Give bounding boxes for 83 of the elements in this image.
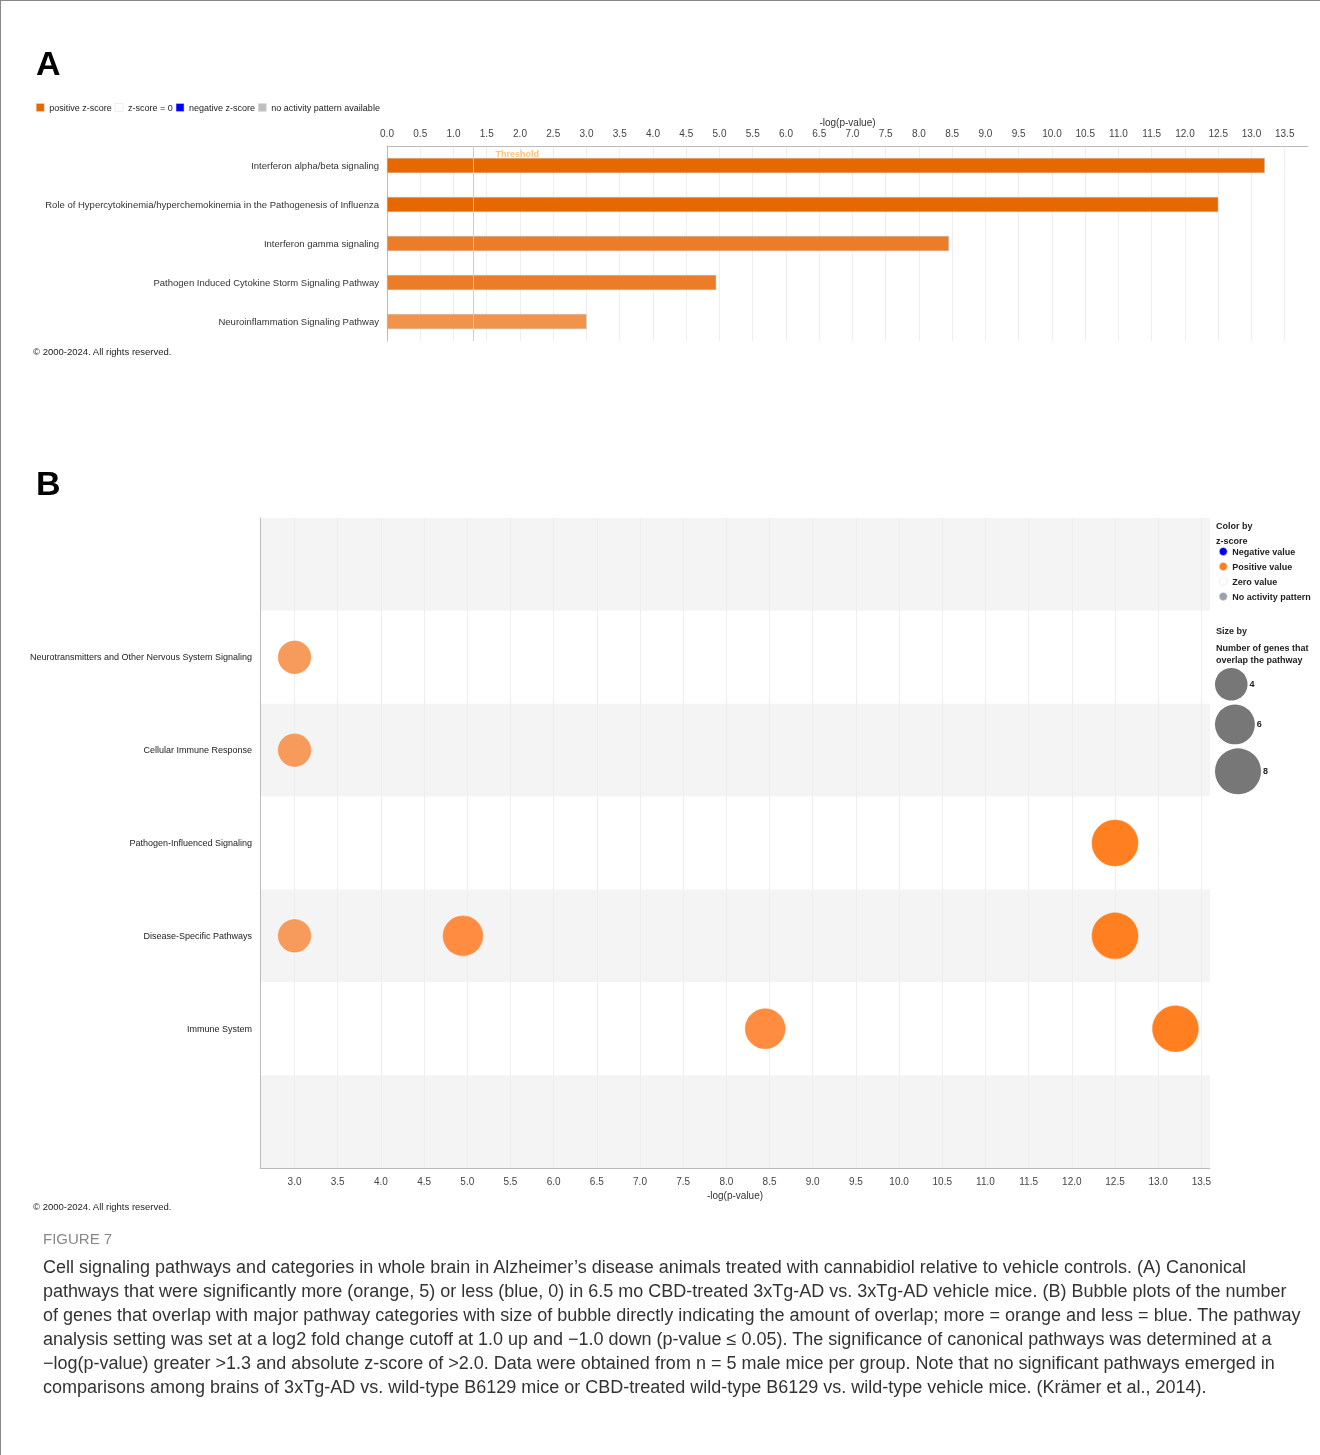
x-tick-label: 3.0 <box>287 1175 302 1187</box>
x-tick-label: 7.0 <box>845 127 860 139</box>
legend-label: 6 <box>1256 718 1262 729</box>
x-tick-label: 13.5 <box>1191 1175 1212 1187</box>
text: A <box>36 44 61 82</box>
x-tick-label: 9.0 <box>805 1175 821 1187</box>
x-tick-label: 0.5 <box>413 127 428 139</box>
x-tick-label: 12.0 <box>1175 127 1196 139</box>
legend-label: 8 <box>1263 765 1269 776</box>
x-tick-label: 11.5 <box>1142 127 1162 139</box>
legend-label: Negative value <box>1232 546 1296 557</box>
x-tick-label: 10.5 <box>1075 127 1096 139</box>
y-tick-label: Immune System <box>186 1023 252 1034</box>
x-tick-label: 7.0 <box>633 1175 648 1187</box>
x-tick-label: 12.5 <box>1105 1175 1126 1187</box>
x-tick-label: 8.5 <box>945 127 960 139</box>
x-tick-label: 7.5 <box>676 1175 691 1187</box>
text: Cell signaling pathways and categories in whole brain in Alzheimer’s disease animals treated with cannabidiol relative to vehicle controls. (A) Canonical pathways that were significantly more (orange, 5) or less (blue, 0) in 6.5 mo CBD-treated 3xTg-AD vs. 3xTg-AD vehicle mice. (B) Bubble plots of the number of genes that overlap with major pathway categories with size of bubble directly indicating the amount of overlap; more = orange and less = blue. The pathway analysis setting was set at a log2 fold change cutoff at 1.0 up and −1.0 down (p-value ≤ 0.05). The significance of canonical pathways was determined at a −log(p-value) greater >1.3 and absolute z-score of >2.0. Data were obtained from n = 5 male mice per group. Note that no significant pathways emerged in comparisons among brains of 3xTg-AD vs. wild-type B6129 mice or CBD-treated wild-type B6129 vs. wild-type vehicle mice. (Krämer et al., 2014). <box>43 1256 1302 1399</box>
y-tick-label: Neuroinflammation Signaling Pathway <box>218 316 380 327</box>
legend-label: positive z-score <box>49 102 112 113</box>
legend-title: Color by z-score <box>1216 520 1256 546</box>
x-tick-label: 1.0 <box>446 127 461 139</box>
x-tick-label: 8.5 <box>762 1175 777 1187</box>
x-tick-label: 6.0 <box>779 127 794 139</box>
x-tick-label: 5.5 <box>745 127 761 139</box>
legend-label: no activity pattern available <box>271 102 380 113</box>
x-tick-label: 4.5 <box>679 127 694 139</box>
x-tick-label: 12.0 <box>1062 1175 1082 1187</box>
text: Number of genes that overlap the pathway <box>1216 643 1312 665</box>
text: © 2000-2024. All rights reserved. <box>33 1200 172 1212</box>
x-tick-label: 4.0 <box>373 1175 389 1187</box>
x-tick-label: 3.0 <box>579 127 594 139</box>
x-tick-label: 5.0 <box>712 127 727 139</box>
x-tick-label: 8.0 <box>912 127 927 139</box>
x-tick-label: 11.0 <box>1109 127 1129 139</box>
y-tick-label: Pathogen-Influenced Signaling <box>129 838 252 848</box>
x-tick-label: 11.5 <box>1019 1175 1039 1187</box>
x-tick-label: 1.5 <box>479 127 495 139</box>
x-tick-label: 13.0 <box>1148 1175 1169 1187</box>
x-tick-label: 8.0 <box>719 1175 734 1187</box>
x-axis-title: -log(p-value) <box>819 116 876 128</box>
legend-label: Zero value <box>1232 576 1278 587</box>
chart-title: B <box>36 464 61 502</box>
x-tick-label: 13.5 <box>1274 127 1295 139</box>
x-tick-label: 11.0 <box>976 1175 996 1187</box>
x-tick-label: 3.5 <box>330 1175 346 1187</box>
x-tick-label: 5.0 <box>460 1175 475 1187</box>
x-tick-label: 6.5 <box>812 127 827 139</box>
caption: FIGURE 7 <box>43 1229 114 1249</box>
x-tick-label: 9.5 <box>848 1175 864 1187</box>
x-tick-label: 6.0 <box>546 1175 562 1187</box>
y-tick-label: Cellular Immune Response <box>143 745 252 756</box>
x-tick-label: 3.5 <box>612 127 628 139</box>
x-axis-title: -log(p-value) <box>706 1190 764 1202</box>
legend-label: z-score = 0 <box>128 102 173 113</box>
x-tick-label: 10.5 <box>932 1175 953 1187</box>
legend-label: Positive value <box>1232 561 1293 572</box>
text: Size by <box>1216 625 1248 636</box>
y-tick-label: Role of Hypercytokinemia/hyperchemokinemia in the Pathogenesis of Influenza <box>45 199 380 210</box>
x-tick-label: 9.5 <box>1011 127 1027 139</box>
x-tick-label: 12.5 <box>1208 127 1229 139</box>
y-tick-label: Neurotransmitters and Other Nervous System Signaling <box>29 652 252 663</box>
legend-label: No activity pattern <box>1232 591 1311 602</box>
x-tick-label: 10.0 <box>889 1175 910 1187</box>
x-tick-label: 4.5 <box>417 1175 432 1187</box>
x-tick-label: 7.5 <box>878 127 894 139</box>
ref-line-label: Threshold <box>495 148 539 159</box>
legend-label: 4 <box>1249 678 1255 689</box>
text: © 2000-2024. All rights reserved. <box>33 345 172 357</box>
y-tick-label: Interferon gamma signaling <box>263 238 379 249</box>
x-tick-label: 2.0 <box>513 127 528 139</box>
x-tick-label: 10.0 <box>1042 127 1063 139</box>
y-tick-label: Pathogen Induced Cytokine Storm Signaling Pathway <box>153 277 380 288</box>
x-tick-label: 2.5 <box>546 127 561 139</box>
x-tick-label: 13.0 <box>1241 127 1262 139</box>
x-tick-label: 6.5 <box>589 1175 605 1187</box>
x-tick-label: 0.0 <box>380 127 395 139</box>
x-tick-label: 4.0 <box>646 127 661 139</box>
y-tick-label: Interferon alpha/beta signaling <box>251 160 379 171</box>
x-tick-label: 5.5 <box>503 1175 518 1187</box>
y-tick-label: Disease-Specific Pathways <box>143 930 253 941</box>
x-tick-label: 9.0 <box>978 127 993 139</box>
legend-label: negative z-score <box>189 102 256 113</box>
